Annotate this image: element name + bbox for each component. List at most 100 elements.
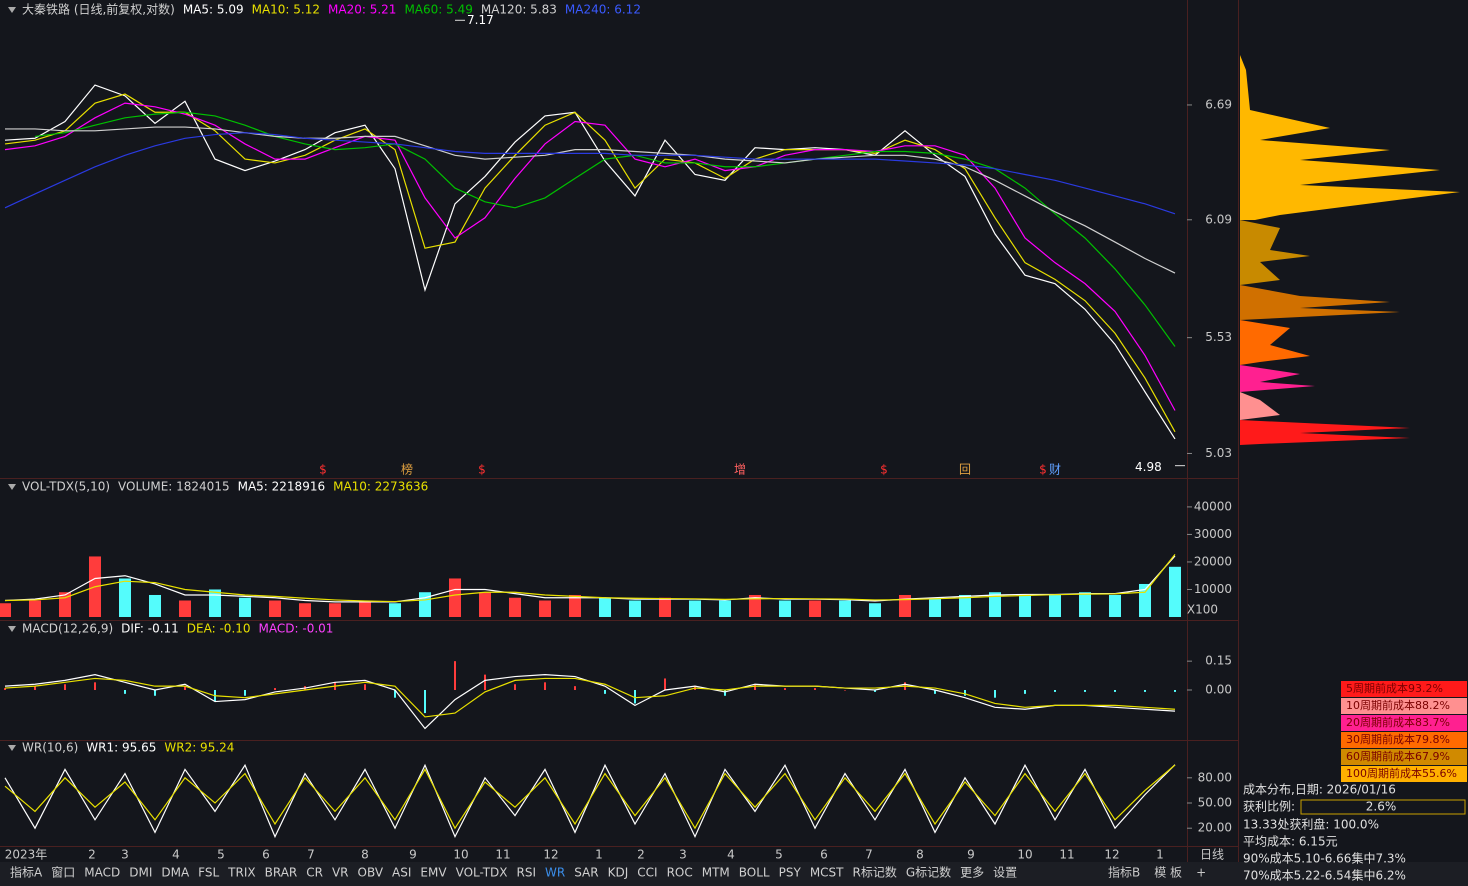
toolbar-tab[interactable]: BRAR	[265, 866, 298, 880]
toolbar-tab[interactable]: MACD	[84, 866, 120, 880]
toolbar-tab[interactable]: EMV	[420, 866, 447, 880]
x-tick-label: 5	[775, 848, 783, 862]
toolbar-tab[interactable]: FSL	[198, 866, 219, 880]
x-tick-label: 7	[865, 848, 873, 862]
toolbar-tab[interactable]: ROC	[667, 866, 693, 880]
line-series	[4, 132, 1176, 215]
macd-bar	[1144, 690, 1146, 692]
volume-bar	[449, 578, 461, 617]
chip-area	[1240, 420, 1410, 445]
x-tick-label: 11	[495, 848, 510, 862]
macd-bar	[874, 690, 876, 692]
macd-bar	[244, 690, 246, 696]
toolbar-tab[interactable]: TRIX	[227, 866, 255, 880]
toolbar-tab[interactable]: DMA	[161, 866, 190, 880]
event-marker: $	[319, 463, 327, 477]
cost-date: 成本分布,日期: 2026/01/16	[1243, 783, 1396, 797]
volume-bar	[209, 589, 221, 617]
toolbar-tab[interactable]: 指标A	[10, 865, 43, 880]
event-marker: 回	[959, 463, 971, 477]
volume-bar	[719, 600, 731, 617]
toolbar-tab[interactable]: MTM	[702, 866, 730, 880]
toolbar-tab[interactable]: MCST	[810, 866, 844, 880]
volume-bar	[749, 594, 761, 617]
toolbar-tab[interactable]: KDJ	[608, 866, 629, 880]
macd-bar	[124, 690, 126, 694]
x-tick-label: 5	[217, 848, 225, 862]
legend-icon	[8, 745, 16, 751]
macd-bar	[784, 688, 786, 690]
toolbar-tab[interactable]: 指标B	[1108, 865, 1140, 880]
toolbar-tab[interactable]: G标记数	[906, 865, 951, 880]
toolbar-tab[interactable]: DMI	[129, 866, 152, 880]
toolbar-tab[interactable]: ASI	[392, 866, 411, 880]
toolbar-tab[interactable]: RSI	[517, 866, 537, 880]
volume-bar	[689, 600, 701, 617]
toolbar-tab[interactable]: CCI	[637, 866, 657, 880]
y-tick-label: 6.09	[1205, 212, 1232, 226]
macd-bar	[394, 690, 396, 698]
legend-label: 大秦铁路 (日线,前复权,对数)	[22, 2, 175, 17]
toolbar-tab[interactable]: 模 板	[1154, 866, 1182, 880]
volume-bar	[239, 597, 251, 617]
x-tick-label: 8	[916, 848, 924, 862]
annotation: 7.17	[467, 13, 494, 27]
macd-bar	[364, 684, 366, 690]
legend-label: DIF: -0.11	[121, 622, 179, 636]
cycle-label: 20周期前成本83.7%	[1346, 715, 1450, 729]
chip-area	[1240, 220, 1310, 285]
macd-bar	[454, 661, 456, 690]
event-marker: $	[880, 463, 888, 477]
toolbar-tab[interactable]: 设置	[993, 866, 1017, 880]
macd-bar	[1114, 690, 1116, 692]
y-tick-label: 50.00	[1198, 796, 1232, 810]
toolbar-tab[interactable]: R标记数	[853, 865, 897, 880]
legend-label: DEA: -0.10	[187, 622, 251, 636]
chip-distribution	[1240, 55, 1460, 445]
cycle-swatch	[1341, 698, 1467, 714]
unit-label: X100	[1187, 603, 1218, 617]
panel-borders	[0, 0, 1239, 886]
x-tick-label: 1	[1156, 848, 1164, 862]
volume-bar	[359, 600, 371, 617]
toolbar-bg	[0, 862, 1468, 886]
macd-bar	[1174, 690, 1176, 692]
x-tick-label: 2023年	[5, 848, 48, 862]
toolbar-tab[interactable]: BOLL	[739, 866, 770, 880]
toolbar-tab[interactable]: PSY	[779, 866, 802, 880]
legend-label: MA240: 6.12	[565, 3, 641, 17]
y-tick-label: 40000	[1194, 499, 1232, 513]
toolbar-tab[interactable]: 窗口	[51, 866, 75, 880]
volume-bar	[299, 603, 311, 617]
y-tick-label: 20000	[1194, 554, 1232, 568]
cost-info: 13.33处获利盘: 100.0%	[1243, 817, 1379, 832]
macd-bar	[1054, 690, 1056, 692]
volume-bar	[569, 594, 581, 617]
toolbar-tab[interactable]: SAR	[574, 866, 598, 880]
toolbar-tab[interactable]: OBV	[358, 866, 384, 880]
line-series	[4, 764, 1176, 830]
volume-bar	[419, 592, 431, 617]
toolbar-tab[interactable]: CR	[306, 866, 323, 880]
toolbar-tab[interactable]: +	[1196, 866, 1206, 880]
profit-bar	[1300, 799, 1466, 815]
toolbar-tab[interactable]: VR	[332, 866, 349, 880]
toolbar-tab[interactable]: VOL-TDX	[456, 866, 508, 880]
legend-label: MA10: 5.12	[252, 3, 320, 17]
macd-bar	[1084, 690, 1086, 692]
toolbar-tab[interactable]: 更多	[960, 866, 984, 880]
chip-area	[1240, 365, 1315, 392]
toolbar-tab[interactable]: WR	[545, 866, 565, 880]
volume-bar	[1019, 594, 1031, 617]
legend-icon	[8, 7, 16, 13]
legend-label: MACD: -0.01	[259, 622, 334, 636]
line-series	[4, 84, 1176, 440]
legend-label: WR1: 95.65	[86, 741, 156, 755]
period-label: 日线	[1200, 848, 1224, 862]
line-series	[34, 111, 1176, 347]
y-tick-label: 20.00	[1198, 821, 1232, 835]
chip-area	[1240, 285, 1400, 320]
macd-bar	[754, 684, 756, 690]
cost-info: 平均成本: 6.15元	[1243, 835, 1338, 849]
